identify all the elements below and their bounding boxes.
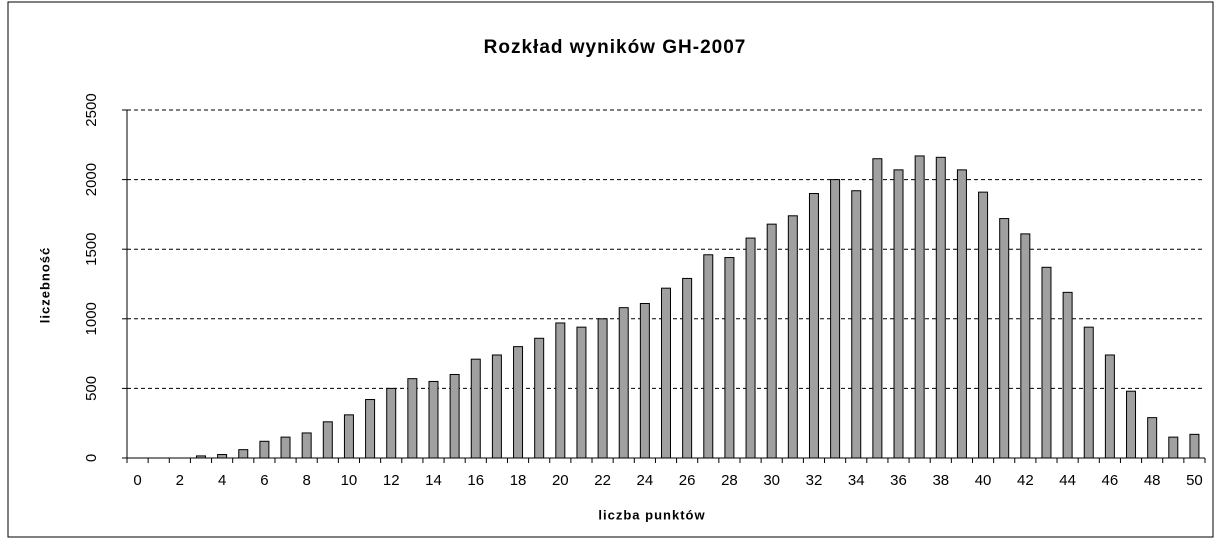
x-axis-title: liczba punktów <box>598 507 705 522</box>
x-tick-label: 14 <box>425 472 442 489</box>
bar <box>893 169 904 459</box>
x-tick-label: 24 <box>637 472 654 489</box>
bar <box>407 378 418 459</box>
x-tick-label: 12 <box>383 472 400 489</box>
bar <box>576 326 587 459</box>
bar <box>682 277 693 459</box>
bar <box>1126 390 1137 459</box>
bar <box>808 193 819 459</box>
y-tick-label: 2500 <box>83 93 100 126</box>
bar <box>956 169 967 459</box>
x-tick-label: 10 <box>341 472 358 489</box>
bar <box>661 287 671 459</box>
bar <box>999 218 1010 459</box>
bar <box>513 346 524 459</box>
bar <box>830 179 841 459</box>
bar <box>386 387 397 459</box>
bar <box>851 190 862 459</box>
x-tick-label: 36 <box>890 472 907 489</box>
bar <box>978 191 989 459</box>
bar <box>322 421 333 459</box>
bar <box>745 237 756 459</box>
bar <box>365 399 376 459</box>
x-tick-label: 44 <box>1059 472 1076 489</box>
y-tick-label: 500 <box>83 376 100 401</box>
x-tick-label: 0 <box>133 472 141 489</box>
bar <box>534 337 545 459</box>
x-tick-label: 46 <box>1102 472 1119 489</box>
bar <box>301 432 312 459</box>
y-tick-label: 0 <box>83 454 100 462</box>
bar <box>935 156 946 459</box>
y-tick-label: 1000 <box>83 302 100 335</box>
x-tick-label: 16 <box>467 472 484 489</box>
chart-frame <box>7 1 1214 538</box>
y-axis-title: liczebność <box>37 247 52 323</box>
bar <box>1104 354 1115 459</box>
x-tick-label: 22 <box>594 472 611 489</box>
bar <box>238 449 249 459</box>
bar <box>470 358 481 459</box>
bar <box>787 215 798 459</box>
x-tick-label: 30 <box>763 472 780 489</box>
bar <box>343 414 354 459</box>
bar <box>280 436 291 459</box>
y-tick-label: 1500 <box>83 233 100 266</box>
bar <box>872 158 883 459</box>
bar <box>1147 417 1158 459</box>
bar <box>618 307 629 459</box>
bar <box>1041 266 1052 459</box>
bar <box>449 373 460 459</box>
bar <box>491 354 502 459</box>
bar <box>597 318 608 459</box>
x-tick-label: 42 <box>1017 472 1034 489</box>
x-tick-label: 26 <box>679 472 696 489</box>
x-tick-label: 18 <box>510 472 527 489</box>
x-tick-label: 2 <box>176 472 184 489</box>
bar <box>1083 326 1094 459</box>
bar <box>1189 433 1200 459</box>
x-tick-label: 6 <box>260 472 268 489</box>
x-tick-label: 32 <box>806 472 823 489</box>
bar <box>914 155 925 459</box>
x-tick-label: 20 <box>552 472 569 489</box>
bar <box>766 223 777 459</box>
bar <box>1168 436 1179 459</box>
bar <box>259 440 270 459</box>
bar <box>703 254 714 459</box>
x-tick-label: 38 <box>932 472 949 489</box>
bar <box>1020 233 1031 459</box>
bar <box>428 380 439 459</box>
bar <box>195 455 206 459</box>
bar <box>1062 291 1073 459</box>
x-tick-label: 4 <box>218 472 226 489</box>
x-tick-label: 28 <box>721 472 738 489</box>
bar <box>217 454 228 459</box>
bar <box>639 302 650 459</box>
x-tick-label: 50 <box>1186 472 1203 489</box>
bar <box>724 257 735 459</box>
chart-title: Rozkład wyników GH-2007 <box>484 37 747 58</box>
x-tick-label: 34 <box>848 472 865 489</box>
x-tick-label: 8 <box>302 472 310 489</box>
bar <box>555 322 566 459</box>
x-tick-label: 40 <box>975 472 992 489</box>
y-tick-label: 2000 <box>83 163 100 196</box>
x-tick-label: 48 <box>1144 472 1161 489</box>
